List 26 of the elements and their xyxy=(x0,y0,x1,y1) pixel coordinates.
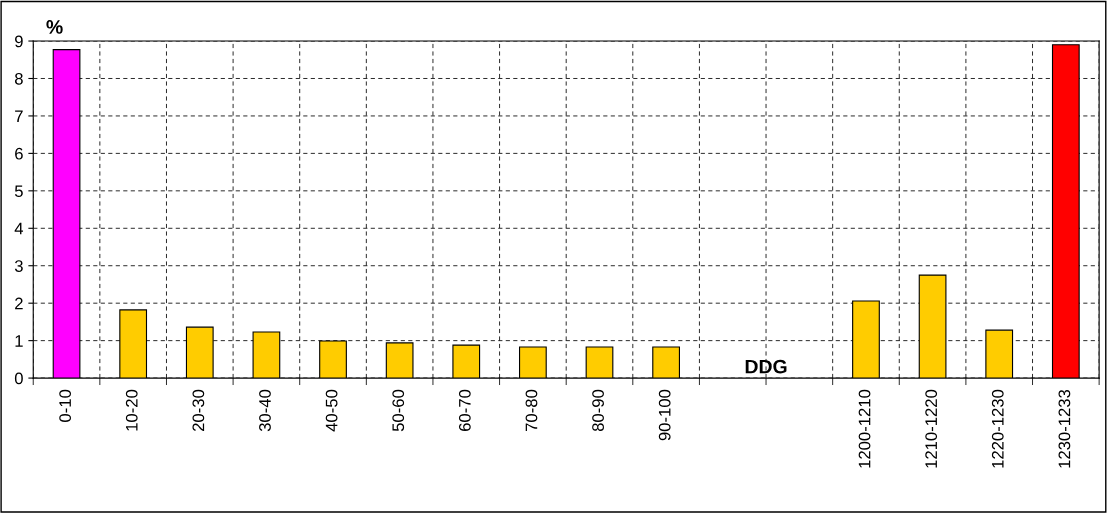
x-tick-label: 60-70 xyxy=(458,389,471,431)
x-tick-label: 50-60 xyxy=(392,389,405,432)
x-tick-label: 1210-1220 xyxy=(925,389,938,468)
x-tick-label: 90-100 xyxy=(658,389,671,441)
x-tick-label: 1220-1230 xyxy=(991,389,1004,468)
y-tick-label: 7 xyxy=(15,110,23,122)
x-tick-label: 20-30 xyxy=(192,389,205,431)
y-tick-label: 8 xyxy=(14,72,23,85)
y-tick-label: 9 xyxy=(15,35,23,48)
x-tick-label: 70-80 xyxy=(525,389,538,431)
x-tick-label: 30-40 xyxy=(259,389,271,432)
x-tick-label: 1200-1210 xyxy=(858,389,871,468)
x-tick-label: 0-10 xyxy=(59,389,72,422)
x-tick-label: 80-90 xyxy=(592,389,604,432)
y-tick-label: 1 xyxy=(15,335,23,347)
y-tick-label: 0 xyxy=(14,372,23,385)
x-tick-label: 10-20 xyxy=(125,389,138,431)
y-tick-label: 2 xyxy=(15,297,23,310)
y-tick-label: 4 xyxy=(14,222,24,235)
annotation: DDG xyxy=(745,359,787,374)
y-tick-label: 5 xyxy=(14,185,23,198)
y-tick-label: 3 xyxy=(14,260,23,272)
y-axis-title: % xyxy=(46,20,63,34)
x-tick-label: 1230-1233 xyxy=(1058,389,1071,468)
x-tick-label: 40-50 xyxy=(325,389,338,432)
y-tick-label: 6 xyxy=(15,147,23,160)
